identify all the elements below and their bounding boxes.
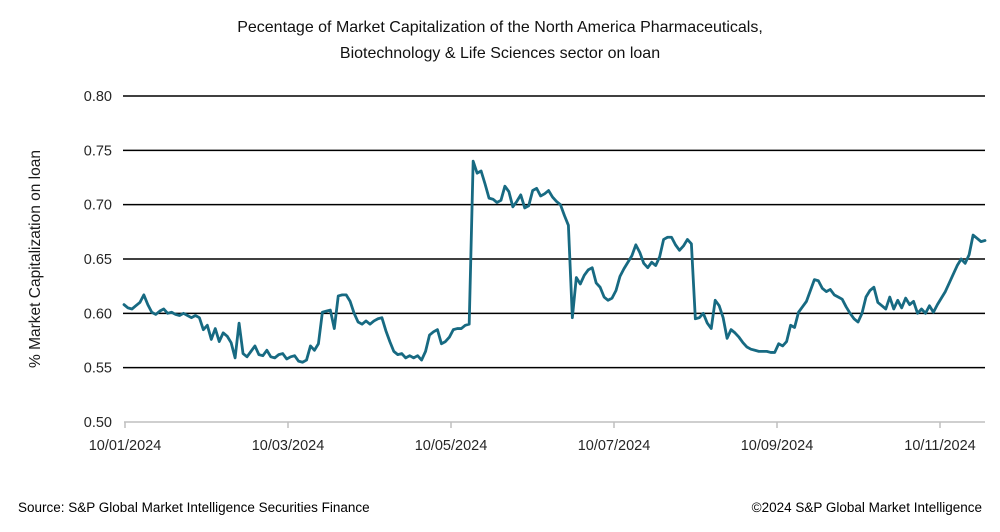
y-tick-label: 0.60 xyxy=(84,306,112,322)
y-tick-label: 0.80 xyxy=(84,89,112,105)
series-line xyxy=(122,159,987,364)
y-tick-label: 0.75 xyxy=(84,143,112,159)
x-tick-label: 10/07/2024 xyxy=(578,438,651,454)
y-tick-label: 0.50 xyxy=(84,415,112,431)
x-tick-label: 10/09/2024 xyxy=(741,438,814,454)
x-tick-label: 10/11/2024 xyxy=(904,438,976,454)
x-tick-label: 10/01/2024 xyxy=(89,438,162,454)
chart-title-line-1: Pecentage of Market Capitalization of th… xyxy=(237,19,763,36)
chart-title-line-2: Biotechnology & Life Sciences sector on … xyxy=(339,45,661,62)
y-tick-label: 0.65 xyxy=(84,252,112,268)
footer-copyright-text: ©2024 S&P Global Market Intelligence xyxy=(751,500,982,515)
y-tick-label: 0.70 xyxy=(84,198,112,214)
y-tick-label: 0.55 xyxy=(84,361,112,377)
chart-title: Pecentage of Market Capitalization of th… xyxy=(0,15,1000,67)
x-tick-label: 10/03/2024 xyxy=(252,438,325,454)
x-tick-label: 10/05/2024 xyxy=(415,438,488,454)
footer-source-text: Source: S&P Global Market Intelligence S… xyxy=(18,500,370,515)
